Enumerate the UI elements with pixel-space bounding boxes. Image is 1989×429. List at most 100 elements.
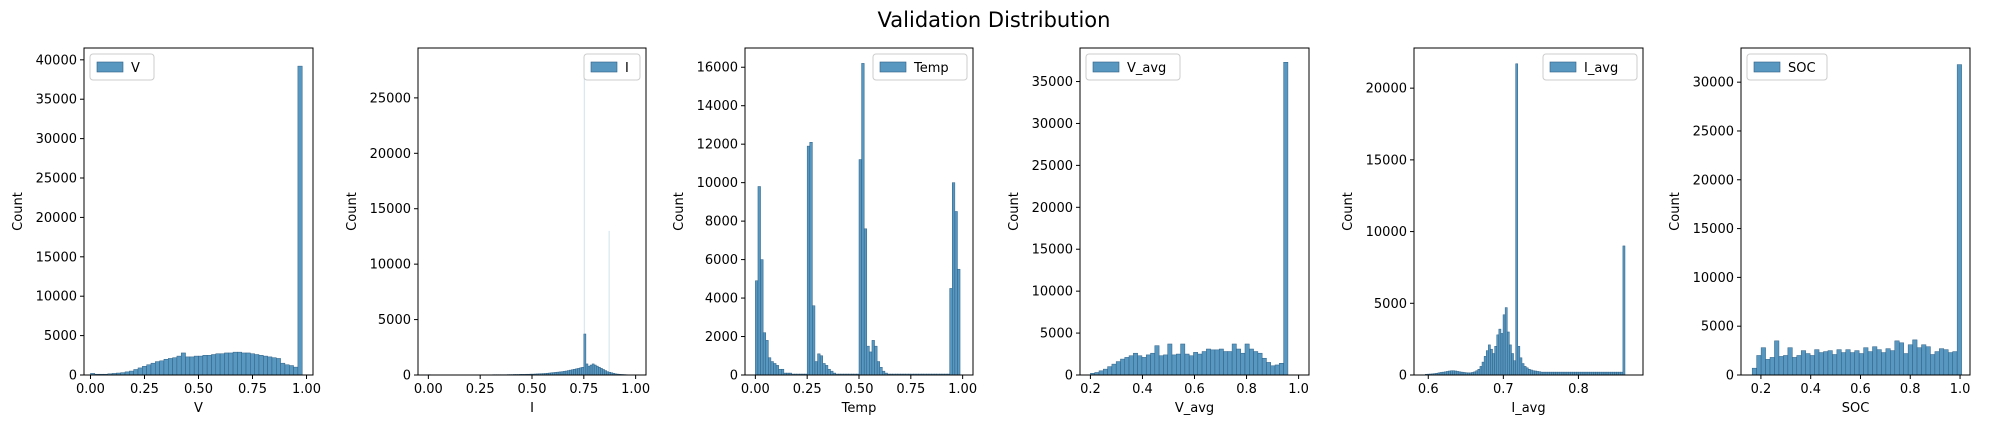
histogram-bar — [876, 361, 880, 376]
plot-frame — [1740, 47, 1971, 376]
histogram-bar — [569, 369, 572, 376]
y-tick-label: 0 — [403, 369, 411, 384]
histogram-bar — [271, 357, 277, 376]
x-tick-label: 1.00 — [621, 382, 650, 397]
histogram-bar — [573, 368, 576, 376]
histogram-bar — [1500, 333, 1504, 376]
histogram-bar — [1253, 351, 1259, 376]
histogram-bar — [1823, 351, 1829, 376]
histogram-bar — [133, 369, 139, 376]
x-tick-label: 0.00 — [741, 382, 770, 397]
x-axis-label: V_avg — [1175, 401, 1214, 416]
histogram-bar — [1800, 350, 1806, 376]
x-tick-label: 1.0 — [1288, 382, 1309, 397]
histogram-bar — [1158, 355, 1164, 376]
histogram-bar — [1240, 352, 1246, 376]
histogram-bar — [1133, 352, 1138, 376]
y-tick-label: 30000 — [1032, 117, 1073, 132]
histogram-bars — [1751, 64, 1962, 376]
histogram-bar — [1952, 351, 1958, 376]
histogram-bar — [1881, 352, 1887, 376]
histogram-bar — [1534, 370, 1537, 376]
y-tick-label: 5000 — [1374, 297, 1407, 312]
legend-label: SOC — [1788, 61, 1816, 76]
histogram-bar — [1454, 370, 1458, 376]
y-tick-label: 40000 — [36, 53, 77, 68]
histogram-bar — [1261, 357, 1267, 376]
histogram-bar — [812, 305, 816, 376]
histogram-bar — [762, 332, 766, 376]
histogram-bar — [775, 365, 779, 376]
histogram-bar — [581, 366, 585, 376]
histogram-bar — [1231, 343, 1237, 376]
histogram-bar — [1890, 350, 1896, 376]
histogram-bar — [1452, 370, 1455, 376]
subplot-1: 0.00 0.25 0.50 0.75 1.00 0 5000 10000 15000 20000… — [11, 47, 321, 416]
histogram-bar — [1858, 353, 1864, 376]
histogram-bar — [1841, 352, 1847, 376]
histogram-bar — [159, 360, 165, 376]
histogram-bar — [1180, 343, 1186, 376]
y-tick-label: 25000 — [1693, 124, 1734, 139]
histogram-bar — [809, 142, 813, 376]
histogram-spike-bar — [583, 64, 585, 375]
histogram-bar — [1098, 370, 1104, 376]
histogram-bar — [263, 355, 268, 376]
histogram-bar — [579, 367, 582, 376]
histogram-bar — [1494, 346, 1497, 376]
histogram-bar — [1509, 344, 1512, 376]
histogram-bar — [1150, 352, 1156, 376]
histogram-bar — [1885, 348, 1891, 376]
legend-swatch — [879, 61, 907, 73]
histogram-bar — [1490, 348, 1493, 376]
histogram-bar — [1519, 357, 1523, 376]
x-tick-label: 0.8 — [1236, 382, 1257, 397]
histogram-bar — [1223, 351, 1229, 376]
histogram-bar — [193, 355, 199, 376]
histogram-bar — [1167, 343, 1173, 376]
histogram-bar — [589, 364, 593, 376]
subplot-2: 0.00 0.25 0.50 0.75 1.00 0 5000 10000 15000 20000… — [345, 47, 650, 416]
legend: SOC — [1746, 53, 1828, 81]
histogram-bar — [1450, 370, 1453, 376]
y-axis-label: Count — [11, 192, 26, 231]
y-tick-label: 0 — [1065, 369, 1073, 384]
histogram-bar — [879, 367, 883, 376]
y-tick-label: 35000 — [1032, 75, 1073, 90]
legend-label: I — [625, 61, 629, 76]
y-tick-label: 16000 — [697, 61, 738, 76]
x-tick-label: 0.6 — [1418, 382, 1439, 397]
histogram-bar — [1934, 351, 1940, 376]
histogram-bar — [1154, 345, 1160, 376]
histogram-bar — [587, 365, 591, 376]
histogram-spike-bar — [608, 230, 610, 375]
histogram-bar — [1867, 351, 1873, 376]
histogram-bar — [163, 358, 169, 376]
histogram-bar — [1774, 340, 1780, 376]
histogram-bar — [1521, 363, 1525, 376]
histogram-bar — [180, 352, 186, 376]
x-tick-label: 0.25 — [466, 382, 495, 397]
histogram-bar — [596, 365, 599, 376]
histogram-bar — [1939, 348, 1945, 376]
histogram-bar — [1446, 371, 1449, 376]
histogram-bar — [1894, 340, 1900, 376]
histogram-bar — [871, 340, 875, 376]
subplot-6: 0.2 0.4 0.6 0.8 1.0 0 5000 10000 15000 20000 25000… — [1668, 47, 1971, 416]
y-tick-label: 15000 — [370, 202, 411, 217]
y-tick-label: 10000 — [36, 290, 77, 305]
y-axis-label: Count — [672, 192, 687, 231]
y-axis-label: Count — [345, 192, 360, 231]
x-tick-label: 0.8 — [1900, 382, 1921, 397]
histogram-bar — [585, 363, 589, 376]
histogram-bars — [1425, 63, 1626, 376]
legend-swatch — [1092, 61, 1120, 73]
histogram-bar — [150, 362, 156, 376]
histogram-bar — [604, 370, 607, 376]
histogram-bar — [1479, 366, 1483, 376]
histogram-bar — [1111, 363, 1117, 376]
plot-frame — [417, 47, 647, 376]
histogram-bar — [137, 367, 143, 376]
y-tick-label: 0 — [730, 369, 738, 384]
